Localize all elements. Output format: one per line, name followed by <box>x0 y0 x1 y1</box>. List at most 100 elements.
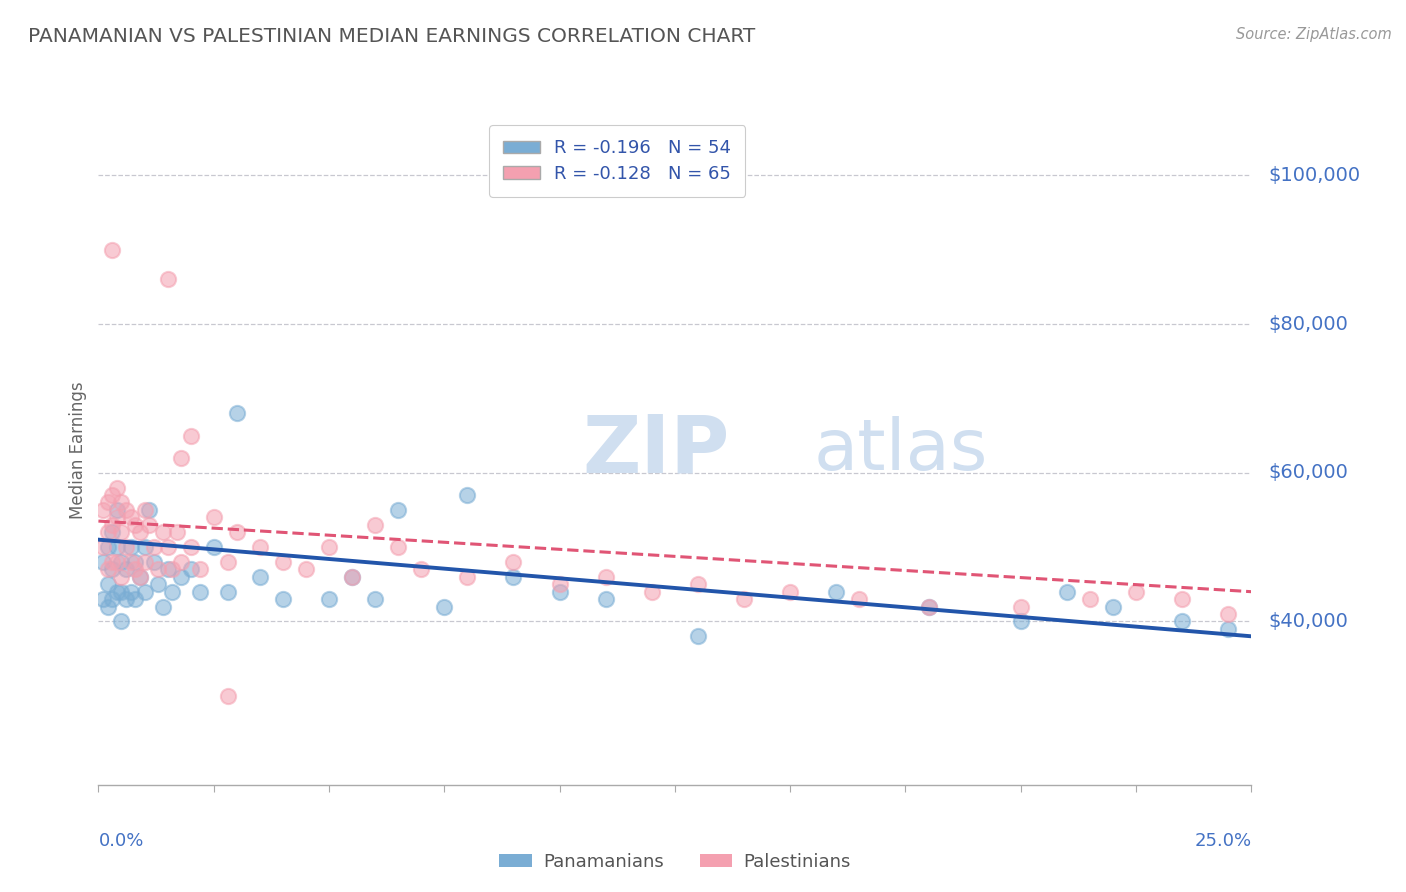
Point <box>110 555 132 569</box>
Point <box>318 592 340 607</box>
Y-axis label: Median Earnings: Median Earnings <box>69 382 87 519</box>
Point <box>124 562 146 576</box>
Point <box>295 562 318 576</box>
Point <box>115 562 138 576</box>
Text: $80,000: $80,000 <box>1268 315 1348 334</box>
Point <box>101 525 124 540</box>
Point <box>110 525 132 540</box>
Point <box>364 592 387 607</box>
Legend: Panamanians, Palestinians: Panamanians, Palestinians <box>491 844 859 880</box>
Point <box>91 592 114 607</box>
Point <box>138 503 160 517</box>
Point <box>848 592 870 607</box>
Point <box>1010 599 1032 614</box>
Point <box>120 540 142 554</box>
Point <box>101 517 124 532</box>
Point <box>134 503 156 517</box>
Text: $100,000: $100,000 <box>1268 166 1361 185</box>
Point <box>641 584 664 599</box>
Point <box>120 510 142 524</box>
Point <box>129 570 152 584</box>
Point <box>124 592 146 607</box>
Point <box>548 584 571 599</box>
Point <box>271 592 294 607</box>
Point <box>1218 607 1240 621</box>
Point <box>217 689 239 703</box>
Point <box>129 525 152 540</box>
Point <box>101 243 124 257</box>
Point <box>202 510 225 524</box>
Point <box>101 488 124 502</box>
Point <box>115 540 138 554</box>
Point <box>1010 615 1032 629</box>
Text: $60,000: $60,000 <box>1268 463 1348 483</box>
Point <box>152 599 174 614</box>
Point <box>917 599 939 614</box>
Point <box>101 555 124 569</box>
Point <box>456 488 478 502</box>
Point <box>134 540 156 554</box>
Point <box>156 562 179 576</box>
Point <box>115 592 138 607</box>
Point <box>217 584 239 599</box>
Point <box>318 540 340 554</box>
Point <box>156 272 179 286</box>
Point <box>387 540 409 554</box>
Point <box>180 428 202 442</box>
Point <box>1102 599 1125 614</box>
Text: Source: ZipAtlas.com: Source: ZipAtlas.com <box>1236 27 1392 42</box>
Point <box>91 540 114 554</box>
Text: ZIP: ZIP <box>582 411 730 490</box>
Point <box>142 540 165 554</box>
Point <box>779 584 801 599</box>
Point <box>105 540 128 554</box>
Point <box>180 562 202 576</box>
Point <box>170 450 193 465</box>
Point <box>156 540 179 554</box>
Point <box>166 525 188 540</box>
Point <box>134 584 156 599</box>
Point <box>1218 622 1240 636</box>
Point <box>271 555 294 569</box>
Point <box>595 592 617 607</box>
Point <box>138 517 160 532</box>
Point <box>110 615 132 629</box>
Text: atlas: atlas <box>813 416 987 485</box>
Point <box>917 599 939 614</box>
Point <box>188 562 211 576</box>
Point <box>105 481 128 495</box>
Text: 0.0%: 0.0% <box>98 831 143 850</box>
Point <box>101 592 124 607</box>
Point <box>97 577 120 591</box>
Point <box>188 584 211 599</box>
Point <box>433 599 456 614</box>
Point <box>225 525 247 540</box>
Point <box>217 555 239 569</box>
Point <box>115 503 138 517</box>
Text: 25.0%: 25.0% <box>1194 831 1251 850</box>
Point <box>97 599 120 614</box>
Text: $40,000: $40,000 <box>1268 612 1348 631</box>
Point <box>180 540 202 554</box>
Point <box>97 495 120 509</box>
Point <box>1125 584 1147 599</box>
Point <box>502 570 524 584</box>
Point <box>502 555 524 569</box>
Point <box>411 562 433 576</box>
Point <box>825 584 848 599</box>
Point <box>595 570 617 584</box>
Point <box>129 570 152 584</box>
Point <box>1171 592 1194 607</box>
Point <box>1056 584 1078 599</box>
Point <box>202 540 225 554</box>
Point <box>105 584 128 599</box>
Point <box>160 584 183 599</box>
Point <box>340 570 363 584</box>
Point <box>249 540 271 554</box>
Point <box>548 577 571 591</box>
Point <box>124 555 146 569</box>
Point <box>91 503 114 517</box>
Point <box>91 555 114 569</box>
Point <box>97 562 120 576</box>
Point <box>110 495 132 509</box>
